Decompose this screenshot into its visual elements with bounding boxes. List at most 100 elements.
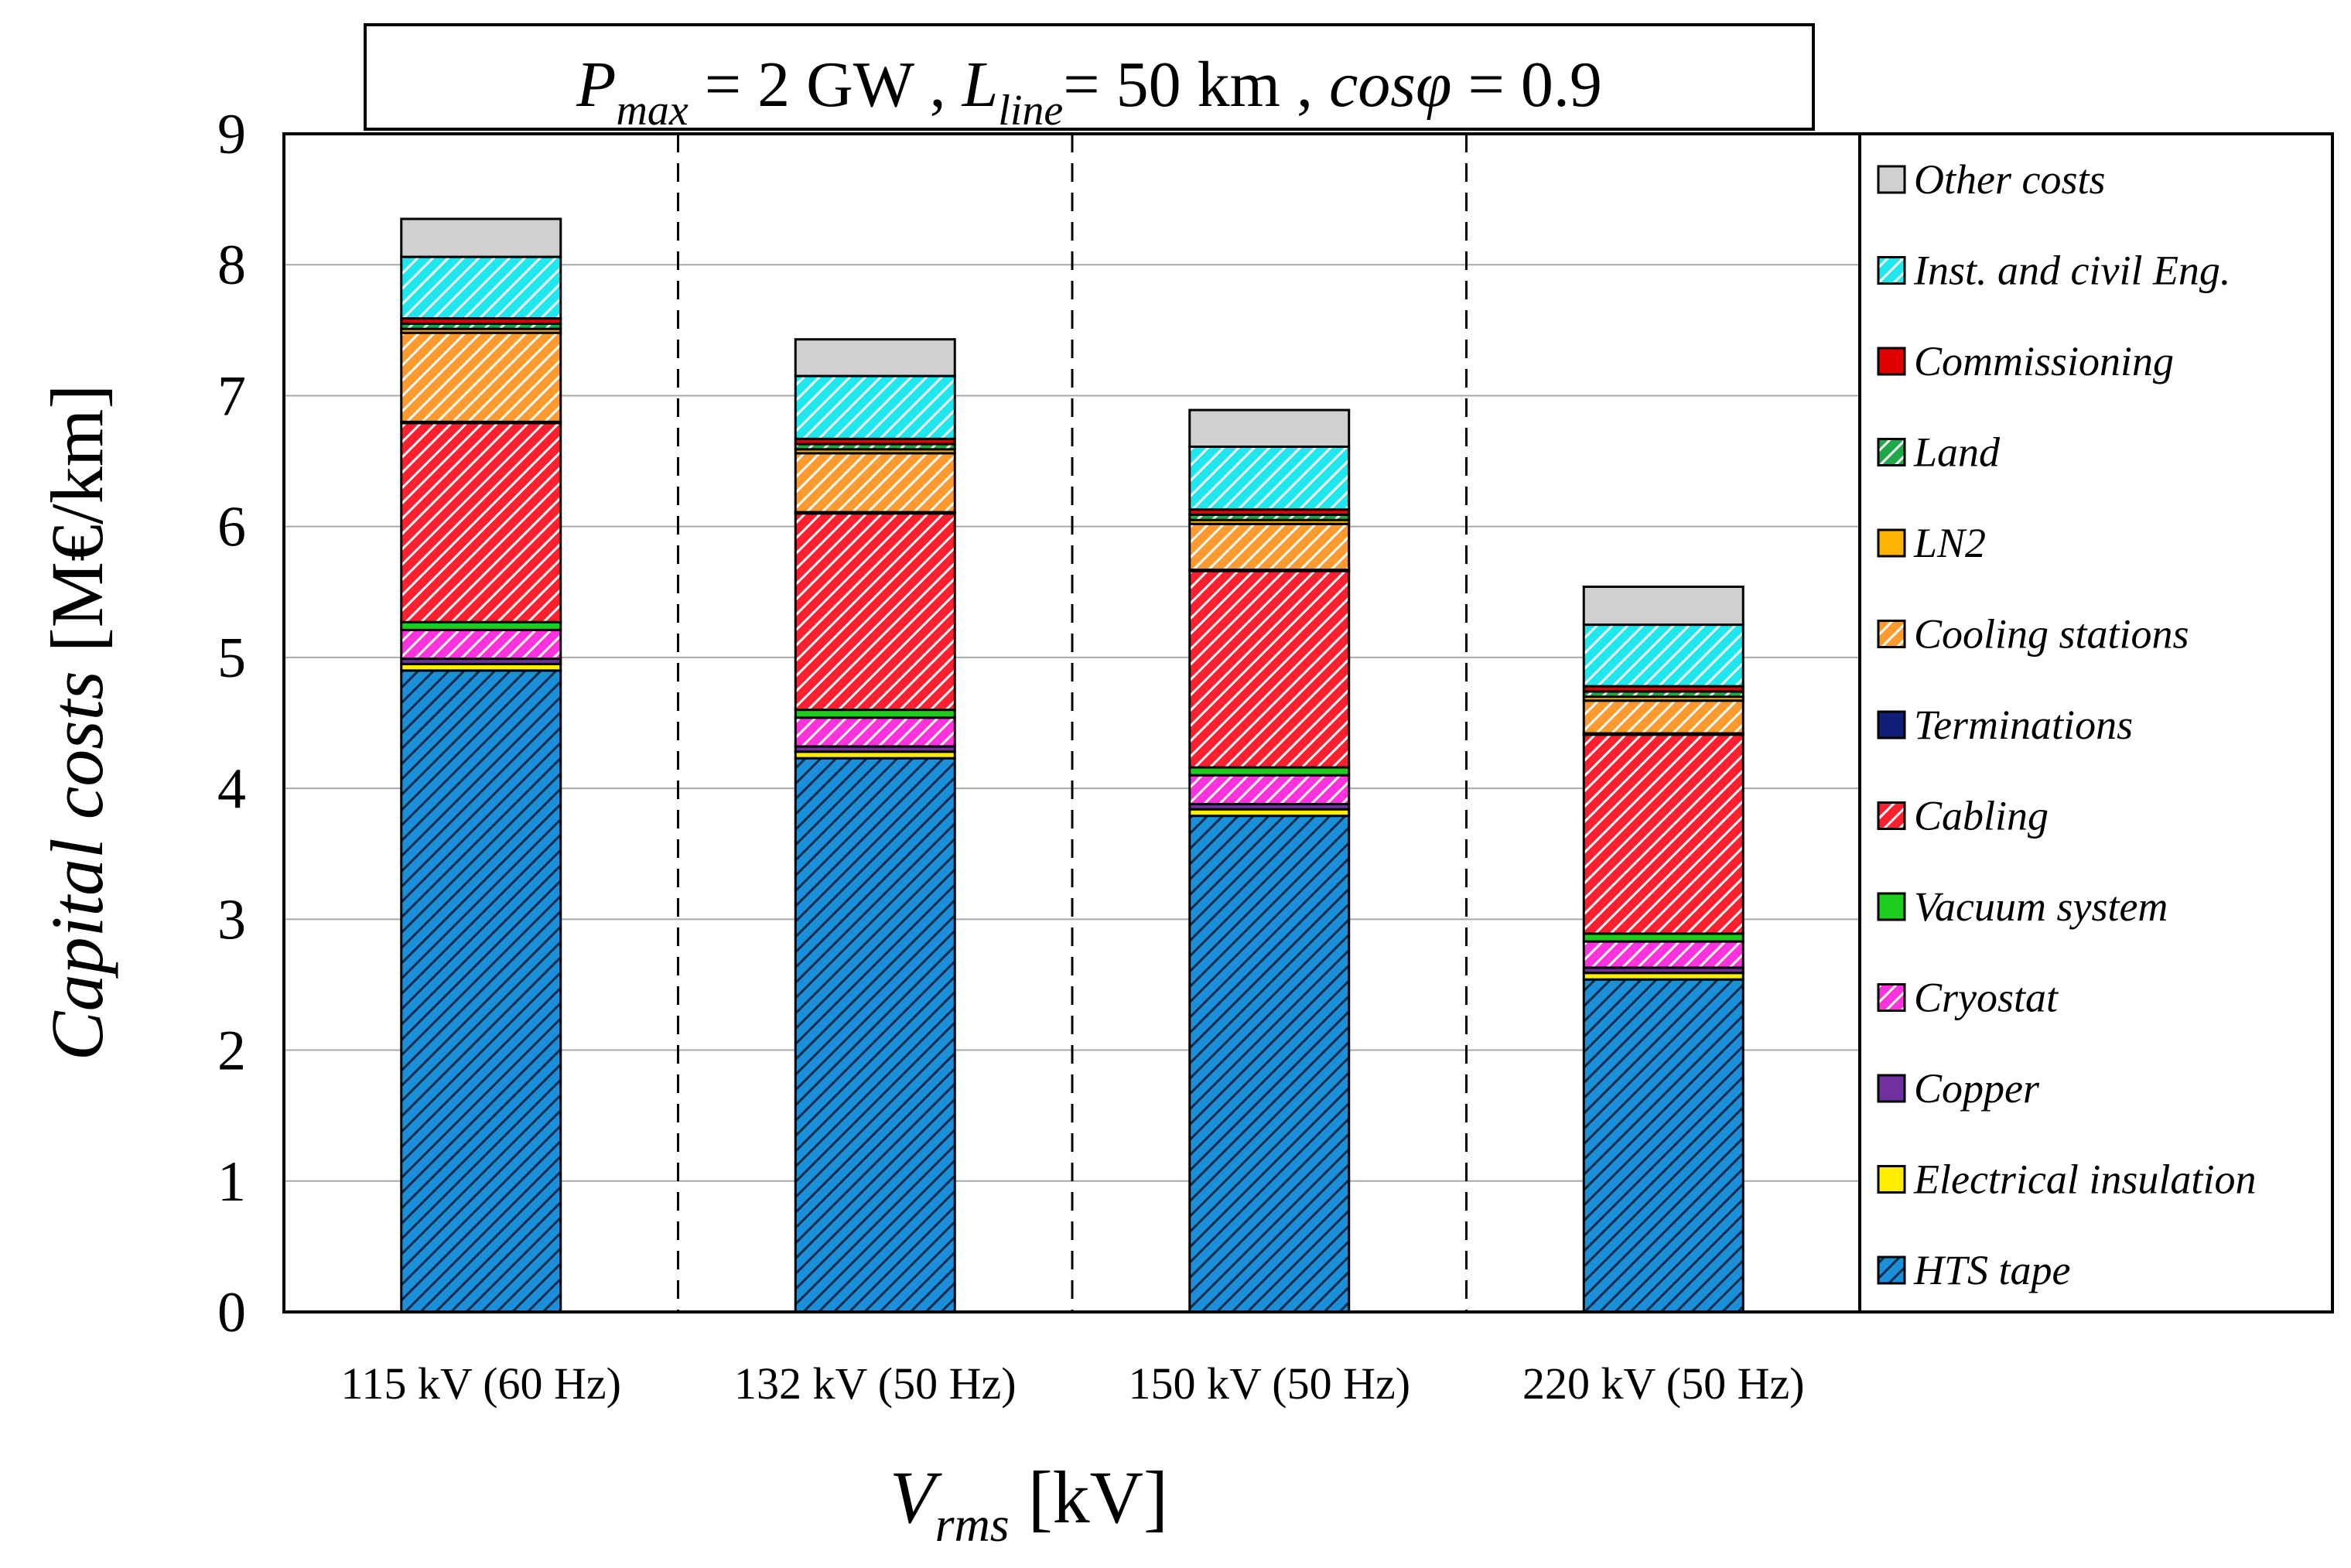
- y-tick-label-5: 5: [217, 627, 246, 690]
- bar-other-costs-115-kv-60-hz: [400, 217, 562, 258]
- bar-cooling-stations-150-kv-50-hz: [1188, 522, 1351, 572]
- bar-cryostat-150-kv-50-hz: [1188, 774, 1351, 805]
- bar-stack-220-kv-50-hz: [1582, 586, 1744, 1313]
- bar-hts-tape-220-kv-50-hz: [1582, 978, 1744, 1313]
- bar-inst-and-civil-eng-115-kv-60-hz: [400, 255, 562, 320]
- x-category-label-132-kv-50-hz: 132 kV (50 Hz): [734, 1358, 1017, 1409]
- y-tick-labels: 0 1 2 3 4 5 6 7 8 9: [217, 103, 246, 1344]
- legend-item-cooling-stations: Cooling stations: [1877, 611, 2189, 658]
- bar-stack-115-kv-60-hz: [400, 217, 562, 1313]
- legend-item-commissioning: Commissioning: [1877, 338, 2174, 384]
- legend-item-terminations: Terminations: [1877, 702, 2133, 748]
- bar-vacuum-system-220-kv-50-hz: [1582, 932, 1744, 943]
- bar-hts-tape-132-kv-50-hz: [794, 757, 956, 1313]
- bar-inst-and-civil-eng-150-kv-50-hz: [1188, 445, 1351, 511]
- bar-cabling-132-kv-50-hz: [794, 512, 956, 712]
- legend-label-cryostat: Cryostat: [1914, 975, 2059, 1021]
- legend-item-hts-tape: HTS tape: [1877, 1247, 2071, 1293]
- bar-other-costs-132-kv-50-hz: [794, 338, 956, 377]
- legend-item-inst-and-civil-eng: Inst. and civil Eng.: [1877, 248, 2230, 294]
- legend: Other costs Inst. and civil Eng. Commissio…: [1858, 132, 2334, 1313]
- bar-cabling-150-kv-50-hz: [1188, 569, 1351, 769]
- bar-cooling-stations-220-kv-50-hz: [1582, 699, 1744, 735]
- x-category-label-150-kv-50-hz: 150 kV (50 Hz): [1128, 1358, 1410, 1409]
- x-category-labels: 115 kV (60 Hz) 132 kV (50 Hz) 150 kV (50 H…: [341, 1358, 1805, 1409]
- legend-label-terminations: Terminations: [1914, 702, 2133, 748]
- x-axis-label-unit: [kV]: [1010, 1456, 1168, 1539]
- bar-vacuum-system-115-kv-60-hz: [400, 620, 562, 631]
- x-axis-label-symbol: V: [890, 1456, 942, 1539]
- legend-label-hts-tape: HTS tape: [1913, 1247, 2071, 1293]
- bar-cabling-220-kv-50-hz: [1582, 733, 1744, 935]
- legend-item-electrical-insulation: Electrical insulation: [1877, 1156, 2256, 1203]
- bar-cooling-stations-132-kv-50-hz: [794, 452, 956, 514]
- bar-cabling-115-kv-60-hz: [400, 422, 562, 623]
- bar-other-costs-220-kv-50-hz: [1582, 586, 1744, 627]
- x-axis-label: Vrms [kV]: [890, 1456, 1168, 1552]
- title-cos-value: = 0.9: [1451, 49, 1601, 121]
- bar-cryostat-220-kv-50-hz: [1582, 940, 1744, 969]
- legend-swatch-terminations: [1877, 710, 1906, 740]
- legend-item-ln2: LN2: [1877, 520, 1986, 566]
- legend-label-electrical-insulation: Electrical insulation: [1913, 1156, 2256, 1203]
- y-tick-label-6: 6: [217, 496, 246, 559]
- bar-stack-150-kv-50-hz: [1188, 408, 1351, 1313]
- bar-cooling-stations-115-kv-60-hz: [400, 331, 562, 423]
- title-p-symbol: P: [576, 49, 616, 121]
- y-tick-label-3: 3: [217, 888, 246, 951]
- y-axis-label-unit: [M€/km]: [36, 384, 118, 671]
- title-p-value: = 2 GW: [689, 49, 915, 121]
- title-l-subscript: line: [998, 87, 1063, 135]
- bar-hts-tape-115-kv-60-hz: [400, 669, 562, 1313]
- legend-swatch-hts-tape: [1877, 1255, 1906, 1285]
- legend-label-other-costs: Other costs: [1914, 156, 2105, 203]
- title-l-value: = 50 km: [1063, 49, 1280, 121]
- title-sep-1: ,: [914, 49, 962, 121]
- bars: [400, 217, 1744, 1313]
- y-tick-label-4: 4: [217, 757, 246, 821]
- legend-label-land: Land: [1913, 429, 2001, 476]
- legend-item-copper: Copper: [1877, 1065, 2040, 1112]
- legend-swatch-vacuum-system: [1877, 892, 1906, 921]
- y-tick-label-9: 9: [217, 103, 246, 166]
- legend-swatch-cryostat: [1877, 983, 1906, 1012]
- legend-item-vacuum-system: Vacuum system: [1877, 883, 2168, 930]
- bar-inst-and-civil-eng-132-kv-50-hz: [794, 374, 956, 440]
- title-p-subscript: max: [616, 87, 688, 135]
- y-tick-label-2: 2: [217, 1020, 246, 1083]
- legend-label-cooling-stations: Cooling stations: [1914, 611, 2189, 658]
- legend-swatch-land: [1877, 438, 1906, 466]
- legend-label-vacuum-system: Vacuum system: [1914, 883, 2168, 930]
- legend-swatch-cooling-stations: [1877, 620, 1906, 648]
- legend-label-copper: Copper: [1914, 1065, 2040, 1112]
- title-cos-symbol: cosφ: [1329, 49, 1451, 121]
- legend-label-commissioning: Commissioning: [1914, 338, 2174, 384]
- bar-vacuum-system-150-kv-50-hz: [1188, 766, 1351, 777]
- legend-label-cabling: Cabling: [1914, 793, 2049, 839]
- title-sep-2: ,: [1280, 49, 1329, 121]
- y-axis-label: Capital costs [M€/km]: [36, 384, 118, 1061]
- bar-cryostat-132-kv-50-hz: [794, 716, 956, 748]
- bar-inst-and-civil-eng-220-kv-50-hz: [1582, 623, 1744, 688]
- y-tick-label-8: 8: [217, 234, 246, 297]
- bar-stack-132-kv-50-hz: [794, 338, 956, 1313]
- legend-swatch-inst-and-civil-eng: [1877, 256, 1906, 285]
- legend-swatch-copper: [1877, 1074, 1906, 1103]
- legend-swatch-other-costs: [1877, 165, 1906, 194]
- legend-item-land: Land: [1877, 429, 2001, 476]
- legend-item-cryostat: Cryostat: [1877, 975, 2059, 1021]
- title-l-symbol: L: [962, 49, 999, 121]
- bar-other-costs-150-kv-50-hz: [1188, 408, 1351, 448]
- bar-hts-tape-150-kv-50-hz: [1188, 815, 1351, 1313]
- y-tick-label-0: 0: [217, 1281, 246, 1344]
- chart-title: Pmax = 2 GW , Lline= 50 km , cosφ = 0.9: [576, 49, 1602, 135]
- category-separators: [677, 134, 1468, 1312]
- bar-cryostat-115-kv-60-hz: [400, 628, 562, 661]
- y-tick-label-1: 1: [217, 1150, 246, 1214]
- bar-vacuum-system-132-kv-50-hz: [794, 709, 956, 719]
- x-category-label-115-kv-60-hz: 115 kV (60 Hz): [341, 1358, 621, 1409]
- y-tick-label-7: 7: [217, 364, 246, 428]
- legend-item-other-costs: Other costs: [1877, 156, 2105, 203]
- legend-swatch-cabling: [1877, 801, 1906, 830]
